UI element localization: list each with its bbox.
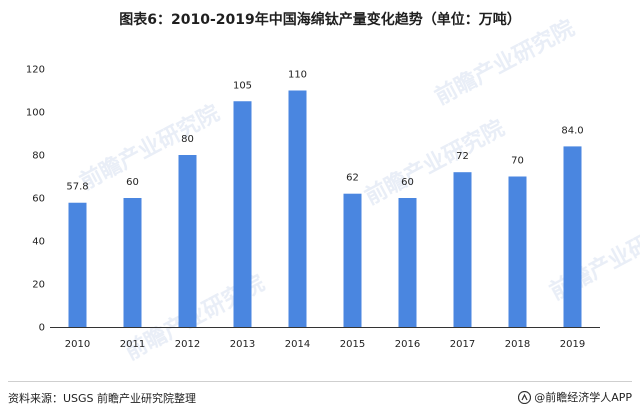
- bar: [178, 155, 197, 327]
- bar-value-label: 105: [233, 80, 252, 91]
- watermark: 前瞻产业研究院: [546, 210, 640, 305]
- bar: [398, 198, 417, 327]
- watermark: 前瞻产业研究院: [76, 100, 224, 195]
- bar-value-label: 84.0: [561, 125, 583, 136]
- source-note: 资料来源：USGS 前瞻产业研究院整理: [8, 392, 197, 405]
- bar: [508, 176, 527, 327]
- x-tick-label: 2015: [340, 339, 365, 350]
- y-tick-label: 0: [39, 323, 45, 334]
- y-tick-label: 60: [32, 194, 45, 205]
- x-tick-label: 2017: [450, 339, 475, 350]
- data-labels: 57.8 60 80 105 110 62 60 72 70 84.0: [66, 70, 583, 193]
- bar: [233, 101, 252, 327]
- bar-value-label: 60: [401, 177, 414, 188]
- x-tick-label: 2014: [285, 339, 310, 350]
- bar-value-label: 60: [126, 177, 139, 188]
- y-tick-label: 120: [26, 65, 45, 76]
- bar-value-label: 70: [511, 156, 524, 167]
- chart-title: 图表6：2010-2019年中国海绵钛产量变化趋势（单位：万吨）: [119, 12, 521, 28]
- bar-value-label: 62: [346, 173, 359, 184]
- x-tick-label: 2018: [505, 339, 530, 350]
- brand-logo-icon: [518, 390, 532, 404]
- x-tick-label: 2016: [395, 339, 420, 350]
- bar: [288, 90, 307, 327]
- x-tick-label: 2012: [175, 339, 200, 350]
- bar: [343, 193, 362, 327]
- x-tick-label: 2011: [120, 339, 145, 350]
- watermark: 前瞻产业研究院: [361, 115, 509, 210]
- y-tick-label: 80: [32, 151, 45, 162]
- credit-text: @前瞻经济学人APP: [534, 391, 632, 404]
- bars: [68, 90, 582, 327]
- bar-chart: 前瞻产业研究院 前瞻产业研究院 前瞻产业研究院 前瞻产业研究院 前瞻产业研究院 …: [26, 15, 640, 365]
- bar-value-label: 72: [456, 151, 469, 162]
- credit: @前瞻经济学人APP: [518, 389, 632, 405]
- y-axis-tick-labels: 0 20 40 60 80 100 120: [26, 65, 45, 334]
- x-tick-label: 2019: [560, 339, 585, 350]
- x-axis-tick-labels: 2010 2011 2012 2013 2014 2015 2016 2017 2018 2019: [65, 339, 585, 350]
- bar-value-label: 57.8: [66, 182, 88, 193]
- bar-value-label: 110: [288, 70, 307, 81]
- bar: [453, 172, 472, 327]
- bar: [68, 202, 87, 327]
- bar: [123, 198, 142, 327]
- bar-value-label: 80: [181, 134, 194, 145]
- x-tick-label: 2013: [230, 339, 255, 350]
- y-tick-label: 20: [32, 280, 45, 291]
- footer-divider: [8, 381, 632, 382]
- y-tick-label: 100: [26, 108, 45, 119]
- bar: [563, 146, 582, 327]
- x-tick-label: 2010: [65, 339, 90, 350]
- y-tick-label: 40: [32, 237, 45, 248]
- footer: 资料来源：USGS 前瞻产业研究院整理 @前瞻经济学人APP: [0, 381, 640, 418]
- watermark: 前瞻产业研究院: [431, 15, 579, 110]
